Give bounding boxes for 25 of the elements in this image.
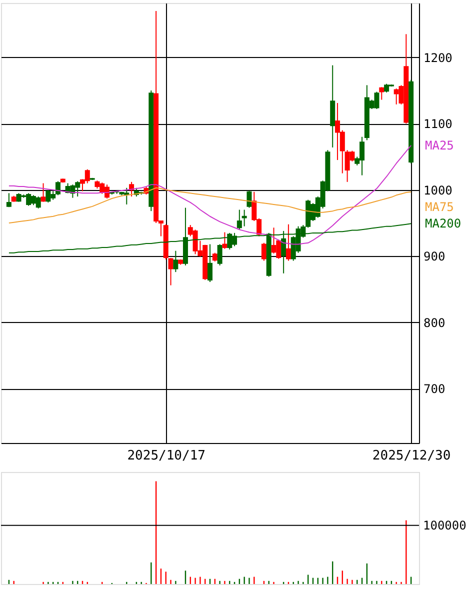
series-label: MA75 xyxy=(425,200,454,214)
y-tick-label: 900 xyxy=(424,250,446,264)
candlestick xyxy=(208,244,212,282)
x-tick-label: 2025/10/17 xyxy=(127,448,206,464)
y-tick-label: 1200 xyxy=(424,50,452,65)
candlestick xyxy=(6,192,12,208)
candlestick xyxy=(217,244,222,266)
text: 100000 xyxy=(423,518,466,532)
candlestick xyxy=(246,190,252,208)
y-tick-label: 700 xyxy=(424,382,446,396)
candlestick xyxy=(379,86,384,100)
series-label: MA200 xyxy=(425,216,462,231)
candlestick xyxy=(261,242,266,262)
candlestick xyxy=(242,209,247,227)
y-tick-label: 1000 xyxy=(424,183,452,198)
x-tick-label: 2025/12/30 xyxy=(372,448,451,464)
line-series xyxy=(8,187,412,224)
candlestick xyxy=(286,224,291,262)
candlestick xyxy=(173,250,178,273)
candlestick xyxy=(222,232,228,250)
candlestick xyxy=(236,209,242,230)
candlestick xyxy=(40,182,46,202)
y-tick-label: 800 xyxy=(424,316,446,330)
series-label: MA25 xyxy=(425,138,454,152)
y-tick-label: 1100 xyxy=(424,117,452,132)
